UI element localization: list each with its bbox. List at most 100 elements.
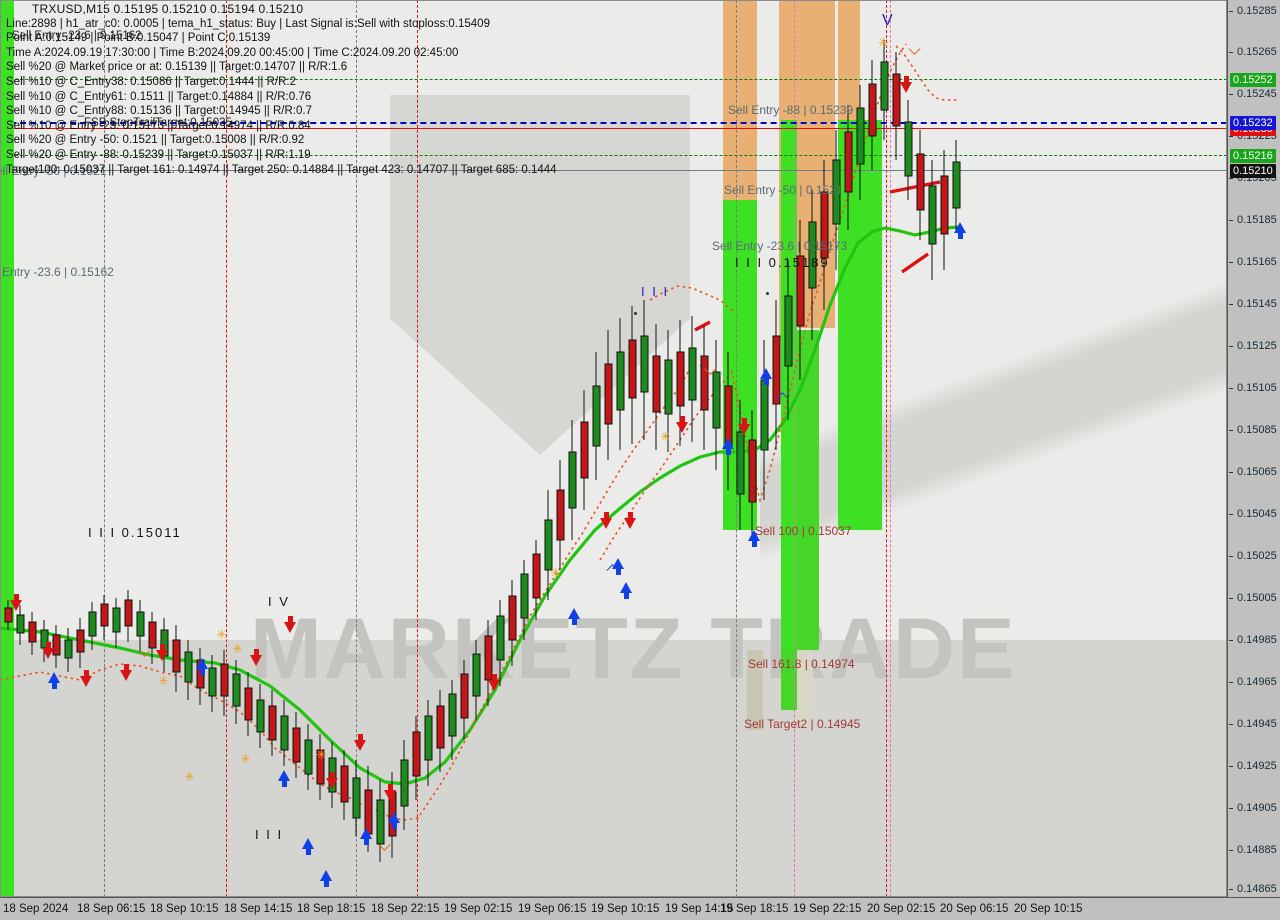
buy-arrow	[302, 838, 314, 855]
zone-green-3	[797, 330, 819, 650]
time-tick: 19 Sep 14:15	[665, 903, 734, 915]
fractal-mark-3: I I I	[255, 827, 284, 842]
price-tick: 0.15085	[1228, 424, 1280, 437]
level-sell-entry-50	[0, 170, 1227, 171]
fractal-mark-2: I V	[268, 594, 290, 609]
time-tick: 19 Sep 06:15	[518, 903, 587, 915]
price-tick: 0.15005	[1228, 592, 1280, 605]
buy-arrow	[620, 582, 632, 599]
fractal-mark-1: I I I 0.15011	[88, 525, 182, 540]
price-tick: 0.15065	[1228, 466, 1280, 479]
buy-arrow	[320, 870, 332, 887]
level-green-lower	[0, 155, 1227, 156]
info-line-8: Sell %10 @ Entry -23: 0.15173 || Target:…	[6, 119, 311, 132]
time-axis[interactable]: 18 Sep 2024 18 Sep 06:15 18 Sep 10:15 18…	[0, 897, 1280, 920]
fractal-mark-4: I I I	[641, 284, 670, 299]
price-tick: 0.15025	[1228, 550, 1280, 563]
info-line-5: Sell %10 @ C_Entry38: 0.15086 || Target:…	[6, 75, 296, 88]
buy-arrow	[722, 438, 734, 455]
buy-arrow	[278, 770, 290, 787]
price-badge-target-lower: 0.15216	[1230, 149, 1276, 163]
chart-plot-area[interactable]: MARKETZ TRADE	[0, 0, 1227, 897]
sell-arrow	[488, 674, 500, 691]
buy-arrow	[196, 658, 208, 675]
buy-arrow	[48, 672, 60, 689]
info-overlap-fsb-stoptrail: FSB StopTrailTarget:0.15035	[84, 117, 232, 129]
price-tick: 0.15125	[1228, 340, 1280, 353]
star-marker: ✳	[184, 769, 195, 784]
sell-arrow	[42, 642, 54, 659]
sell-arrow	[624, 512, 636, 529]
time-tick: 18 Sep 2024	[3, 903, 69, 915]
info-line-11: Target100: 0.15037 || Target 161: 0.1497…	[6, 163, 557, 176]
level-red-stop	[0, 128, 1227, 129]
time-tick: 20 Sep 02:15	[867, 903, 936, 915]
star-marker: ✳	[660, 429, 671, 444]
chart-dot	[634, 312, 637, 315]
info-line-7: Sell %10 @ C_Entry88: 0.15136 || Target:…	[6, 105, 312, 118]
zone-tan-2	[797, 650, 813, 725]
time-tick: 19 Sep 22:15	[793, 903, 862, 915]
vline-pink-2	[890, 0, 891, 897]
buy-arrow	[388, 812, 400, 829]
buy-arrow	[954, 222, 966, 239]
info-line-10: Sell %20 @ Entry -88: 0.15239 || Target:…	[6, 148, 311, 161]
price-tick: 0.14925	[1228, 760, 1280, 773]
anno-sell-entry-236-left: l Entry -23.6 | 0.15162	[0, 265, 114, 279]
price-tick: 0.14985	[1228, 634, 1280, 647]
price-tick: 0.15245	[1228, 88, 1280, 101]
info-line-6: Sell %10 @ C_Entry61: 0.1511 || Target:0…	[6, 90, 312, 103]
price-badge-last-price: 0.15210	[1230, 164, 1276, 178]
sell-arrow	[600, 512, 612, 529]
price-tick: 0.15285	[1228, 5, 1280, 18]
fractal-mark-5: I I I 0.15189	[735, 255, 830, 270]
time-tick: 19 Sep 18:15	[720, 903, 789, 915]
price-tick: 0.15185	[1228, 214, 1280, 227]
star-marker: ✳	[316, 747, 327, 762]
indicator-info-panel: TRXUSD,M15 0.15195 0.15210 0.15194 0.152…	[6, 2, 1216, 177]
info-line-1: Line:2898 | h1_atr_c0: 0.0005 | tema_h1_…	[6, 17, 490, 30]
sell-arrow	[10, 594, 22, 611]
level-green-upper	[0, 79, 1227, 80]
time-tick: 18 Sep 06:15	[77, 903, 146, 915]
vline-sep-1	[104, 0, 105, 897]
price-tick: 0.15145	[1228, 298, 1280, 311]
sell-arrow	[354, 734, 366, 751]
anno-sell-100: Sell 100 | 0.15037	[755, 524, 852, 538]
price-badge-target-upper: 0.15252	[1230, 73, 1276, 87]
info-line-3: Time A:2024.09.19 17:30:00 | Time B:2024…	[6, 46, 459, 59]
chart-dot	[766, 292, 769, 295]
star-marker: ✳	[158, 673, 169, 688]
sell-arrow	[120, 664, 132, 681]
price-tick: 0.14865	[1228, 883, 1280, 896]
zone-green-5	[860, 120, 882, 530]
anno-sell-entry-236: Sell Entry -23.6 | 0.15173	[712, 239, 848, 253]
buy-arrow	[760, 368, 772, 385]
vline-day-2	[417, 0, 418, 897]
chart-dot	[700, 364, 703, 367]
price-tick: 0.14945	[1228, 718, 1280, 731]
price-axis[interactable]: 0.15285 0.15265 0.15245 0.15225 0.15205 …	[1227, 0, 1280, 897]
star-marker: ✳	[216, 627, 227, 642]
price-tick: 0.15265	[1228, 46, 1280, 59]
watermark-text: MARKETZ TRADE	[250, 601, 1017, 697]
price-tick: 0.15105	[1228, 382, 1280, 395]
info-line-9: Sell %20 @ Entry -50: 0.1521 || Target:0…	[6, 134, 305, 147]
vline-pink-1	[794, 0, 795, 897]
sell-arrow	[250, 649, 262, 666]
level-sell-entry-88	[0, 122, 1227, 124]
price-tick: 0.14885	[1228, 844, 1280, 857]
sell-arrow	[156, 644, 168, 661]
price-tick: 0.14905	[1228, 802, 1280, 815]
buy-arrow	[568, 608, 580, 625]
info-line-4: Sell %20 @ Market price or at: 0.15139 |…	[6, 61, 348, 74]
anno-sell-entry-50: Sell Entry -50 | 0.1521	[724, 183, 843, 197]
price-badge-entry: 0.15232	[1230, 116, 1276, 130]
time-tick: 18 Sep 14:15	[224, 903, 293, 915]
vline-sep-2	[356, 0, 357, 897]
buy-arrow	[360, 828, 372, 845]
info-line-2: Point A:0.15149 | Point B:0.15047 | Poin…	[6, 32, 271, 45]
sell-arrow	[384, 784, 396, 801]
sell-arrow	[676, 416, 688, 433]
